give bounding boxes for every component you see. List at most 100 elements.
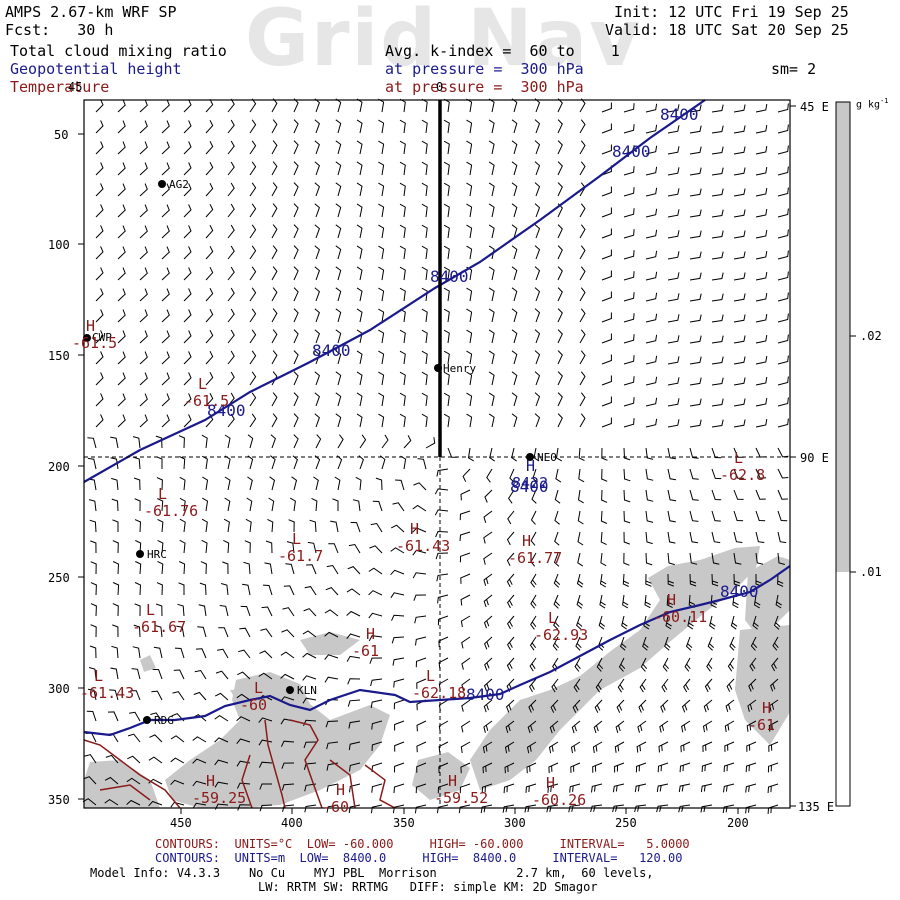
wind-barb bbox=[183, 246, 192, 260]
wind-barb bbox=[554, 489, 561, 504]
wind-barb bbox=[755, 209, 768, 218]
wind-barb bbox=[217, 648, 229, 659]
wind-barb bbox=[447, 447, 458, 458]
wind-barb bbox=[133, 624, 141, 638]
wind-barb bbox=[639, 678, 647, 693]
wind-barb bbox=[689, 272, 702, 281]
wind-barb bbox=[530, 531, 537, 546]
wind-barb bbox=[530, 573, 537, 588]
wind-barb bbox=[194, 669, 207, 680]
footer-model-info: Model Info: V4.3.3 No Cu MYJ PBL Morriso… bbox=[90, 866, 654, 880]
wind-barb bbox=[745, 783, 757, 793]
wind-barb bbox=[507, 510, 515, 525]
wind-barb bbox=[689, 356, 702, 365]
wind-barb bbox=[236, 738, 251, 745]
wind-barb bbox=[417, 458, 427, 470]
wind-barb bbox=[281, 762, 295, 769]
wind-barb bbox=[293, 182, 299, 197]
wind-barb bbox=[356, 224, 363, 239]
wind-barb bbox=[378, 203, 385, 218]
wind-barb bbox=[95, 309, 104, 323]
wind-barb bbox=[258, 739, 273, 746]
wind-barb bbox=[127, 755, 141, 764]
colorbar-units: g kg-1 bbox=[856, 97, 889, 111]
wind-barb bbox=[227, 140, 235, 155]
wind-barb bbox=[170, 757, 185, 764]
y-tick-300: 300 bbox=[48, 682, 70, 696]
wind-barb bbox=[205, 266, 214, 281]
wind-barb bbox=[557, 182, 563, 197]
wind-barb bbox=[335, 308, 342, 323]
wind-barb bbox=[488, 287, 495, 302]
wind-barb bbox=[711, 356, 724, 365]
wind-barb bbox=[286, 541, 295, 554]
wind-barb bbox=[579, 371, 586, 386]
wind-barb bbox=[161, 204, 170, 218]
x-tick-300: 300 bbox=[504, 816, 526, 830]
wind-barb bbox=[132, 646, 141, 659]
wind-barb bbox=[249, 203, 257, 218]
wind-barb bbox=[592, 762, 603, 773]
wind-barb bbox=[392, 657, 405, 666]
wind-barb bbox=[350, 522, 361, 533]
wind-barb bbox=[393, 783, 405, 794]
wind-barb bbox=[249, 266, 257, 281]
wind-barb bbox=[443, 140, 450, 155]
wind-barb bbox=[667, 146, 680, 155]
wind-barb bbox=[139, 120, 148, 134]
wind-barb bbox=[730, 615, 738, 630]
wind-barb bbox=[702, 720, 713, 733]
lon-label-45e: 45 E bbox=[800, 100, 829, 114]
wind-barb bbox=[636, 741, 647, 753]
wind-barb bbox=[667, 419, 680, 428]
wind-barb bbox=[421, 287, 428, 302]
wind-barb bbox=[488, 245, 495, 260]
station-rdg bbox=[143, 716, 151, 724]
pressure-center-mark: L bbox=[548, 609, 558, 627]
wind-barb bbox=[665, 615, 672, 630]
wind-barb bbox=[623, 103, 635, 113]
wind-barb bbox=[390, 547, 405, 554]
wind-barb bbox=[579, 266, 586, 281]
wind-barb bbox=[117, 99, 126, 113]
wind-barb bbox=[733, 356, 746, 365]
wind-barb bbox=[330, 520, 339, 533]
wind-barb bbox=[111, 645, 119, 659]
wind-barb bbox=[205, 371, 214, 386]
wind-barb bbox=[326, 564, 339, 575]
wind-barb bbox=[87, 688, 97, 701]
wind-barb bbox=[205, 119, 214, 134]
wind-barb bbox=[579, 245, 586, 260]
wind-barb bbox=[314, 203, 320, 218]
wind-barb bbox=[224, 455, 231, 470]
wind-barb bbox=[601, 270, 612, 281]
pressure-center-value: -61.67 bbox=[132, 618, 187, 636]
wind-barb bbox=[480, 804, 493, 813]
wind-barb bbox=[623, 229, 635, 239]
wind-barb bbox=[95, 246, 104, 260]
wind-barb bbox=[174, 647, 185, 659]
wind-barb bbox=[258, 672, 273, 680]
wind-barb bbox=[293, 308, 299, 323]
wind-barb bbox=[95, 99, 104, 113]
top-tick-0: 0 bbox=[436, 80, 444, 94]
wind-barb bbox=[482, 762, 493, 774]
wind-barb bbox=[532, 468, 538, 483]
wind-barb bbox=[271, 413, 278, 428]
field-cloud: Total cloud mixing ratio bbox=[10, 42, 227, 60]
lon-label-135e: 135 E bbox=[798, 800, 835, 814]
wind-barb bbox=[421, 329, 428, 344]
pressure-center-value: -60 bbox=[240, 696, 268, 714]
wind-barb bbox=[623, 447, 631, 461]
wind-barb bbox=[198, 604, 207, 617]
wind-barb bbox=[112, 540, 119, 554]
wind-barb bbox=[530, 615, 537, 630]
wind-barb bbox=[755, 314, 768, 323]
wind-barb bbox=[179, 539, 186, 554]
wind-barb bbox=[576, 573, 584, 588]
wind-barb bbox=[755, 419, 768, 428]
wind-barb bbox=[601, 312, 612, 323]
pressure-center-mark: L bbox=[158, 485, 168, 503]
wind-barb bbox=[421, 119, 428, 134]
wind-barb bbox=[394, 762, 405, 773]
